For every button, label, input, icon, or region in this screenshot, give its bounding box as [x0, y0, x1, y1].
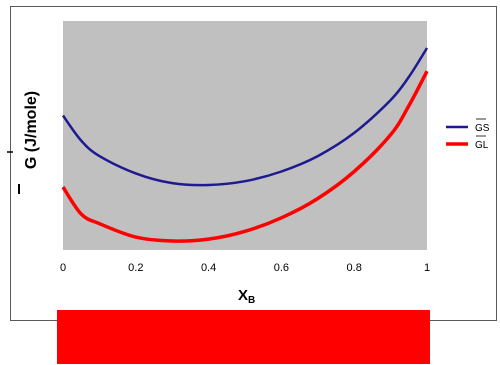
x-tick-label: 0.8 — [347, 262, 362, 274]
x-tick-label: 0.2 — [128, 262, 143, 274]
curves-group — [61, 47, 429, 243]
y-axis-label: G (J/mole) — [23, 91, 40, 169]
legend-label-gl: GL — [475, 140, 489, 151]
series-line-gs — [61, 47, 429, 187]
plot-area — [63, 21, 427, 250]
legend: GS GL — [446, 118, 490, 151]
y-axis-label-group: G (J/mole) — [23, 91, 40, 169]
legend-label-gs: GS — [475, 123, 490, 134]
x-tick-label: 0.4 — [201, 262, 216, 274]
x-tick-label: 0.6 — [274, 262, 289, 274]
series-line-gl — [61, 70, 429, 243]
x-tick-label: 1 — [424, 262, 430, 274]
x-tick-labels: 0 0.2 0.4 0.6 0.8 1 — [60, 262, 430, 274]
x-tick-label: 0 — [60, 262, 66, 274]
x-axis-label: XB — [238, 287, 255, 306]
bottom-red-bar — [57, 310, 430, 364]
